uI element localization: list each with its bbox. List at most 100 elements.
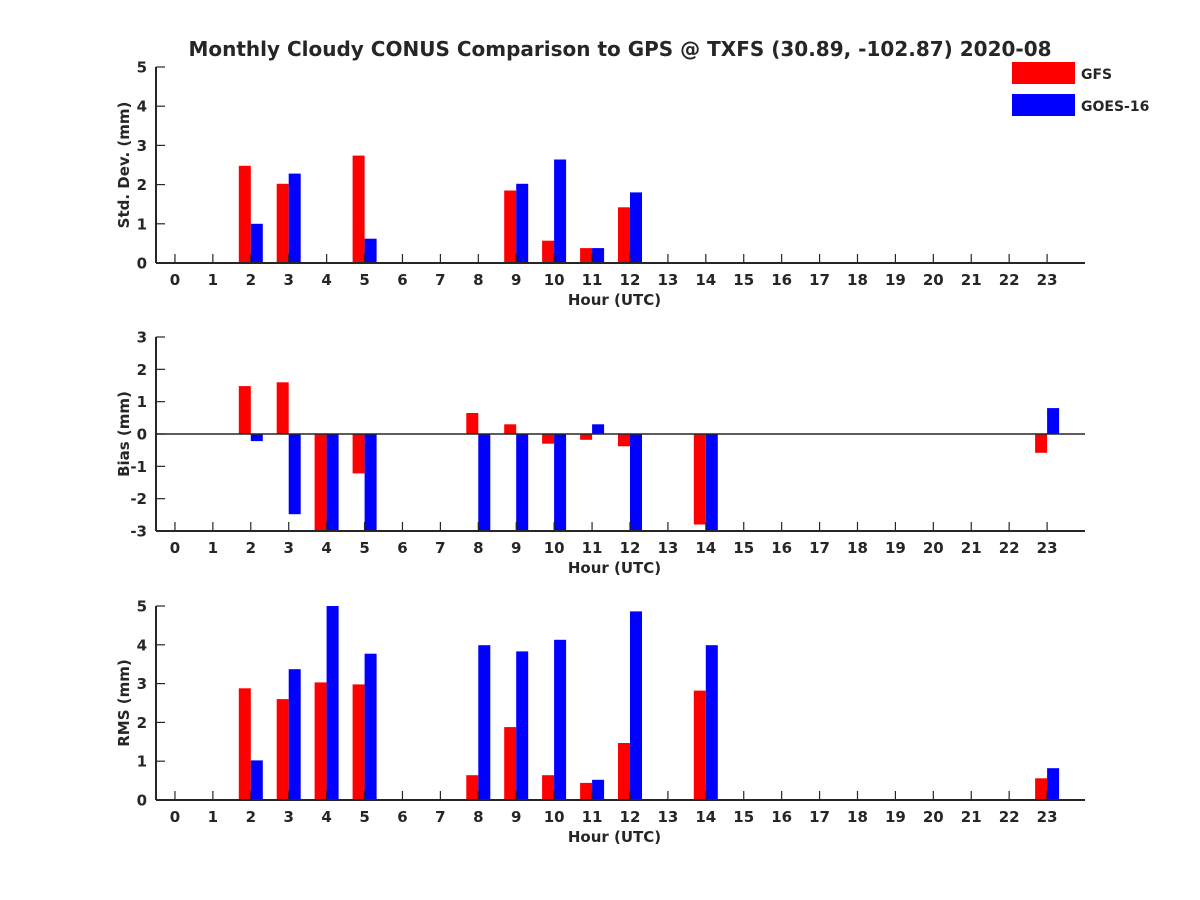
bar-bias-goes16-12	[630, 434, 642, 531]
x-tick-label-rms-8: 8	[473, 808, 483, 826]
y-tick-label-std-dev-5: 5	[137, 59, 147, 77]
x-tick-label-rms-21: 21	[961, 808, 982, 826]
x-tick-label-rms-19: 19	[885, 808, 906, 826]
bar-bias-gfs-3	[276, 382, 289, 434]
x-tick-label-rms-16: 16	[771, 808, 792, 826]
x-tick-label-std-dev-12: 12	[620, 271, 641, 289]
x-tick-label-bias-2: 2	[246, 539, 256, 557]
x-tick-label-rms-9: 9	[511, 808, 521, 826]
x-tick-label-rms-0: 0	[170, 808, 180, 826]
legend-label-gfs: GFS	[1081, 67, 1112, 83]
bar-rms-gfs-2	[238, 688, 251, 800]
bar-rms-goes16-3	[288, 669, 301, 800]
bar-std-dev-gfs-12	[618, 207, 630, 263]
bar-bias-goes16-2	[250, 434, 263, 442]
bar-rms-goes16-8	[478, 645, 491, 800]
x-axis-label-std-dev: Hour (UTC)	[568, 291, 661, 309]
x-tick-label-std-dev-5: 5	[359, 271, 369, 289]
bar-bias-goes16-10	[554, 434, 567, 531]
x-tick-label-bias-0: 0	[170, 539, 180, 557]
bar-std-dev-gfs-9	[504, 190, 517, 263]
x-tick-label-bias-16: 16	[771, 539, 792, 557]
bar-rms-gfs-4	[314, 682, 327, 800]
y-tick-label-bias--3: -3	[130, 523, 147, 541]
x-tick-label-std-dev-16: 16	[771, 271, 792, 289]
bar-bias-gfs-9	[504, 424, 517, 434]
x-axis-label-bias: Hour (UTC)	[568, 559, 661, 577]
chart-title: Monthly Cloudy CONUS Comparison to GPS @…	[188, 37, 1051, 61]
bar-std-dev-goes16-5	[364, 238, 377, 263]
x-tick-label-std-dev-21: 21	[961, 271, 982, 289]
y-axis-label-std-dev: Std. Dev. (mm)	[115, 102, 133, 229]
x-tick-label-std-dev-6: 6	[397, 271, 407, 289]
x-tick-label-bias-5: 5	[359, 539, 369, 557]
panel-bias: 0 1 2 3 4 5 6 7 8 9 10 11 12 13 14 15 16 17 18 19 20 21 22 23-3…	[115, 329, 1085, 577]
bar-std-dev-goes16-12	[630, 192, 642, 263]
bar-rms-goes16-12	[630, 611, 642, 800]
bar-rms-goes16-4	[326, 606, 339, 800]
y-axis-label-rms: RMS (mm)	[115, 659, 133, 746]
x-tick-label-rms-4: 4	[321, 808, 331, 826]
x-tick-label-std-dev-17: 17	[809, 271, 830, 289]
bar-rms-gfs-12	[618, 743, 630, 800]
y-tick-label-std-dev-4: 4	[137, 98, 147, 116]
y-tick-label-rms-0: 0	[137, 792, 147, 810]
bar-bias-goes16-3	[288, 434, 301, 515]
bar-rms-goes16-11	[592, 779, 605, 800]
bar-rms-goes16-14	[705, 645, 718, 800]
x-tick-label-std-dev-3: 3	[283, 271, 293, 289]
x-tick-label-std-dev-8: 8	[473, 271, 483, 289]
x-tick-label-std-dev-2: 2	[246, 271, 256, 289]
y-tick-label-bias-0: 0	[137, 426, 147, 444]
bar-std-dev-gfs-2	[238, 165, 251, 263]
bar-std-dev-gfs-10	[542, 240, 555, 263]
y-tick-label-rms-5: 5	[137, 598, 147, 616]
x-tick-label-std-dev-13: 13	[657, 271, 678, 289]
x-tick-label-bias-23: 23	[1037, 539, 1058, 557]
bar-bias-goes16-4	[326, 434, 339, 531]
x-tick-label-bias-9: 9	[511, 539, 521, 557]
bar-std-dev-goes16-9	[516, 183, 529, 263]
x-tick-label-bias-7: 7	[435, 539, 445, 557]
bar-bias-goes16-14	[705, 434, 718, 531]
x-tick-label-rms-17: 17	[809, 808, 830, 826]
y-tick-label-bias--1: -1	[130, 458, 147, 476]
y-tick-label-bias-2: 2	[137, 361, 147, 379]
x-tick-label-std-dev-7: 7	[435, 271, 445, 289]
y-tick-label-bias--2: -2	[130, 490, 147, 508]
bar-bias-goes16-5	[364, 434, 377, 531]
bar-rms-gfs-11	[580, 782, 593, 800]
x-tick-label-rms-11: 11	[582, 808, 603, 826]
bar-bias-gfs-2	[238, 386, 251, 434]
x-tick-label-std-dev-18: 18	[847, 271, 868, 289]
x-tick-label-std-dev-11: 11	[582, 271, 603, 289]
x-tick-label-std-dev-23: 23	[1037, 271, 1058, 289]
bar-rms-goes16-5	[364, 653, 377, 800]
legend-swatch-goes16	[1012, 94, 1075, 116]
x-tick-label-bias-12: 12	[620, 539, 641, 557]
y-axis-label-bias: Bias (mm)	[115, 391, 133, 477]
x-tick-label-std-dev-10: 10	[544, 271, 565, 289]
bar-std-dev-goes16-3	[288, 173, 301, 263]
x-tick-label-rms-12: 12	[620, 808, 641, 826]
y-tick-label-rms-2: 2	[137, 714, 147, 732]
panel-std-dev: 0 1 2 3 4 5 6 7 8 9 10 11 12 13 14 15 16 17 18 19 20 21 22 2301…	[115, 59, 1085, 309]
bar-rms-goes16-9	[516, 651, 529, 800]
x-tick-label-bias-21: 21	[961, 539, 982, 557]
bar-bias-goes16-11	[592, 424, 605, 434]
x-tick-label-bias-19: 19	[885, 539, 906, 557]
x-tick-label-bias-6: 6	[397, 539, 407, 557]
x-tick-label-bias-15: 15	[733, 539, 754, 557]
legend-label-goes16: GOES-16	[1081, 99, 1149, 115]
x-tick-label-bias-18: 18	[847, 539, 868, 557]
bar-bias-gfs-10	[542, 434, 555, 444]
bar-rms-goes16-10	[554, 639, 567, 800]
x-tick-label-std-dev-14: 14	[695, 271, 716, 289]
bar-bias-goes16-9	[516, 434, 529, 531]
y-tick-label-std-dev-3: 3	[137, 137, 147, 155]
x-tick-label-std-dev-19: 19	[885, 271, 906, 289]
x-tick-label-std-dev-4: 4	[321, 271, 331, 289]
bar-bias-gfs-23	[1035, 434, 1048, 453]
bar-rms-gfs-3	[276, 699, 289, 800]
bar-rms-gfs-8	[466, 775, 479, 800]
